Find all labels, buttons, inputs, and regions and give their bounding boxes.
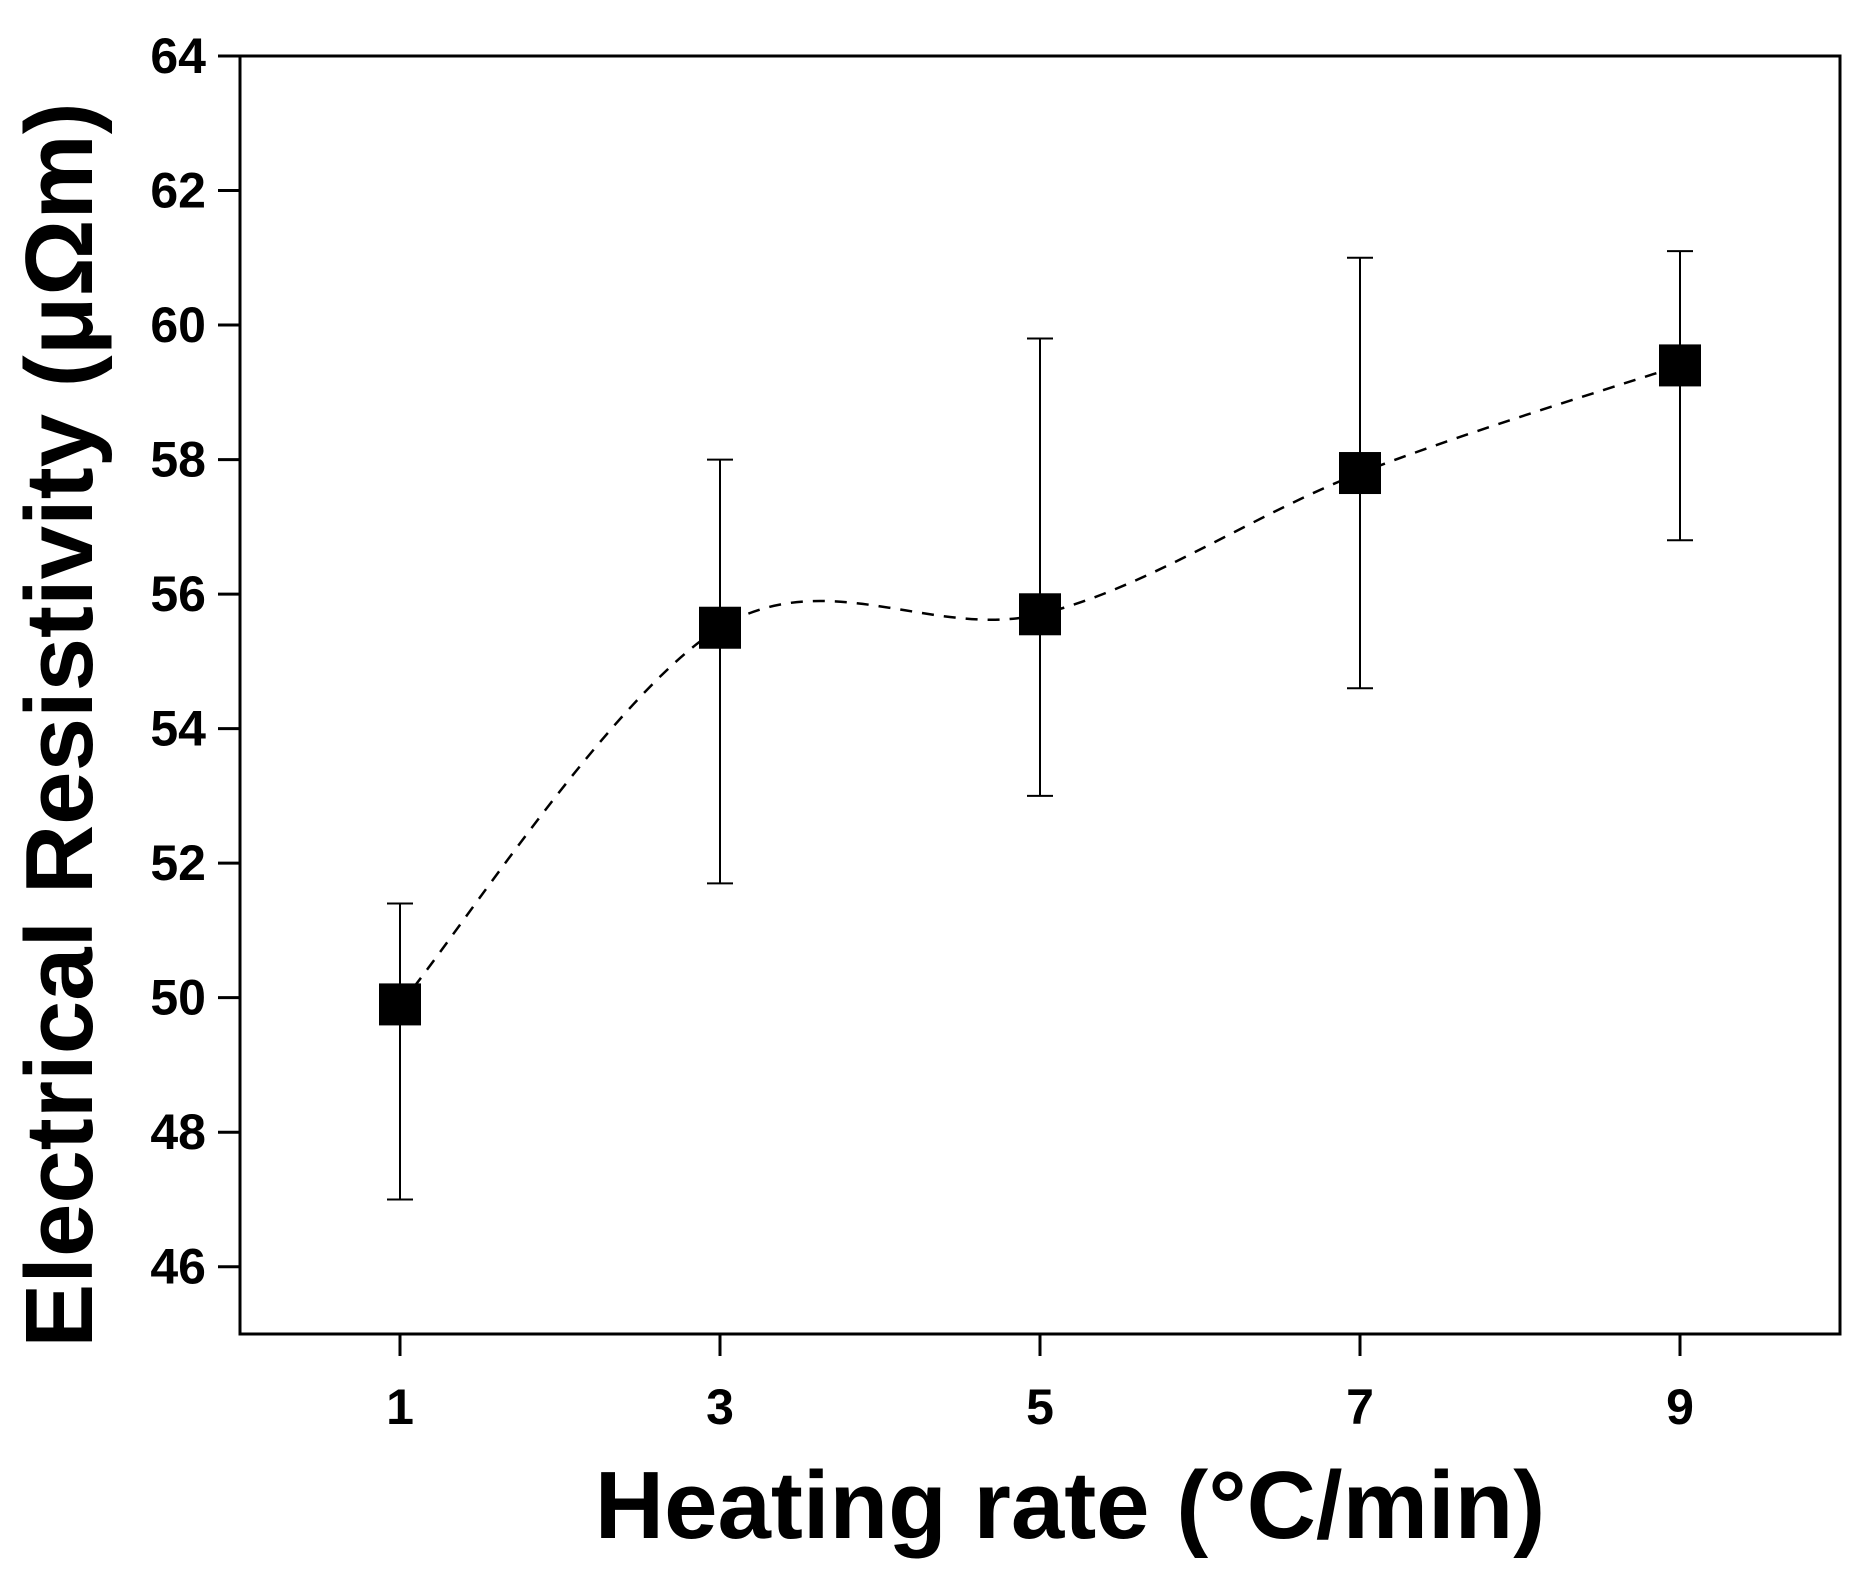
series-fit-line: [399, 364, 1681, 1006]
y-tick-label: 46: [150, 1239, 206, 1295]
x-tick-label: 1: [386, 1379, 414, 1435]
y-tick-label: 58: [150, 432, 206, 488]
marker-layer: [379, 344, 1701, 1026]
data-point-marker: [1659, 344, 1701, 387]
y-tick-label: 62: [150, 163, 206, 219]
y-tick-label: 64: [150, 28, 206, 84]
y-tick-label: 56: [150, 566, 206, 622]
tick-layer: 46 48 50 52 54 56 58 60 62 64 1 3 5 7 9: [150, 28, 1694, 1435]
plot-frame: [238, 54, 1842, 1336]
errorbar-layer: [387, 250, 1693, 1201]
data-point-marker: [699, 606, 741, 649]
y-axis-title: Electrical Resistivity (μΩm): [6, 102, 113, 1348]
x-tick-label: 3: [706, 1379, 734, 1435]
x-axis-title: Heating rate (°C/min): [595, 1452, 1545, 1559]
x-tick-label: 5: [1026, 1379, 1054, 1435]
fit-line-layer: [399, 364, 1681, 1006]
x-tick-label: 9: [1666, 1379, 1694, 1435]
x-tick-label: 7: [1346, 1379, 1374, 1435]
y-tick-label: 50: [150, 970, 206, 1026]
data-point-marker: [1339, 452, 1381, 495]
y-tick-label: 60: [150, 297, 206, 353]
y-tick-label: 48: [150, 1104, 206, 1160]
y-tick-label: 52: [150, 835, 206, 891]
data-point-marker: [379, 983, 421, 1026]
y-tick-label: 54: [150, 701, 206, 757]
data-point-marker: [1019, 593, 1061, 636]
